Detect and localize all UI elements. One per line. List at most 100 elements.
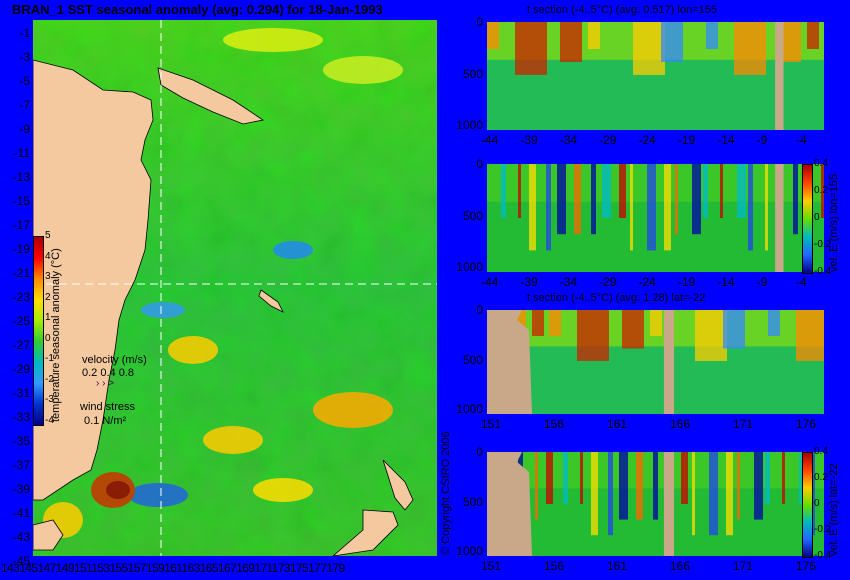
section-y-tick: 1000 (456, 543, 483, 558)
map-y-tick: -41 (12, 506, 30, 520)
velocity-colorbar-label: vel. E (m/s) lon=155 (828, 173, 840, 272)
wind-legend-value: 0.1 N/m² (84, 415, 127, 427)
section-x-tick: -34 (559, 133, 578, 147)
velocity-colorbar (802, 452, 813, 558)
map-colorbar-tick: -2 (45, 373, 54, 385)
velocity-colorbar-tick: 0.4 (814, 446, 828, 457)
section-x-tick: -24 (638, 133, 656, 147)
velocity-colorbar-tick: 0 (814, 212, 820, 223)
png-land (157, 67, 265, 125)
map-y-tick: -31 (12, 386, 30, 400)
velocity-colorbar-tick: -0.2 (814, 524, 832, 535)
section-x-tick: -34 (559, 275, 578, 289)
map-y-tick: -19 (12, 242, 30, 256)
velocity-legend-values: 0.2 0.4 0.8 (82, 367, 134, 379)
section-x-tick: 166 (670, 559, 691, 573)
map-y-tick: -43 (12, 530, 30, 544)
map-y-tick: -33 (12, 410, 30, 424)
section-x-tick: -9 (756, 133, 768, 147)
map-x-axis: 1431451471491511531551571591611631651671… (1, 561, 345, 575)
section-plot (487, 310, 824, 414)
anomaly-patches (43, 28, 403, 538)
section-y-tick: 1000 (456, 401, 483, 416)
section-x-tick: -29 (599, 133, 617, 147)
map-title: BRAN_1 SST seasonal anomaly (avg: 0.294)… (12, 2, 383, 17)
section-x-tick: -24 (638, 275, 656, 289)
map-y-tick: -11 (13, 146, 30, 160)
section-y-tick: 0 (476, 157, 483, 171)
map-y-tick: -17 (12, 218, 30, 232)
section-x-tick: 176 (796, 559, 817, 573)
map-y-tick: -29 (12, 362, 30, 376)
section-plot-svg (487, 22, 824, 130)
map-y-tick: -27 (12, 338, 30, 352)
map-y-tick: -25 (12, 314, 30, 328)
section-x-tick: 156 (544, 417, 565, 431)
sst-map-svg (32, 20, 437, 557)
map-colorbar (33, 236, 44, 426)
sst-map (32, 20, 437, 557)
map-colorbar-tick: 2 (45, 291, 51, 303)
section-y-tick: 1000 (456, 259, 483, 274)
tasmania-land (32, 519, 64, 551)
section-x-tick: 166 (670, 417, 691, 431)
section-y-tick: 1000 (456, 117, 483, 132)
section-plot-svg (487, 452, 824, 556)
map-y-tick: -23 (12, 290, 30, 304)
section-plot (487, 22, 824, 130)
section-y-tick: 500 (462, 208, 483, 223)
map-y-tick: -13 (12, 170, 30, 184)
section-plot (487, 452, 824, 556)
map-y-tick: -15 (12, 194, 30, 208)
velocity-colorbar-tick: 0.4 (814, 158, 828, 169)
map-colorbar-tick: -4 (45, 414, 54, 426)
section-x-tick: 161 (607, 417, 628, 431)
map-y-tick: -3 (19, 50, 30, 64)
section-x-tick: 151 (481, 559, 502, 573)
australia-land (32, 59, 154, 501)
section-x-tick: -14 (717, 275, 735, 289)
velocity-legend-title: velocity (m/s) (82, 354, 147, 366)
section-title: t section (-4..5°C) (avg: 0.517) lon=155 (527, 4, 717, 16)
section-y-tick: 0 (476, 303, 483, 317)
map-y-tick: -37 (12, 458, 30, 472)
map-y-tick: -1 (19, 26, 30, 40)
section-y-tick: 0 (476, 445, 483, 459)
wind-legend-title: wind stress (80, 401, 136, 413)
section-x-tick: 156 (544, 559, 565, 573)
velocity-arrows-icon: › › > (96, 378, 115, 389)
section-title: t section (-4..5°C) (avg: 1.28) lat=-22 (527, 292, 706, 304)
velocity-colorbar-tick: 0.2 (814, 472, 828, 483)
section-x-tick: -4 (796, 275, 807, 289)
section-x-tick: -44 (481, 275, 499, 289)
map-y-tick: -21 (12, 266, 30, 280)
map-y-tick: -7 (19, 98, 30, 112)
map-colorbar-tick: 5 (45, 230, 51, 241)
section-y-tick: 500 (462, 66, 483, 81)
velocity-colorbar-tick: -0.2 (814, 239, 832, 250)
map-y-tick: -39 (12, 482, 30, 496)
section-x-tick: -14 (717, 133, 735, 147)
section-plot (487, 164, 824, 272)
velocity-colorbar-tick: -0.4 (814, 266, 832, 277)
section-y-tick: 500 (462, 494, 483, 509)
nz-land (331, 459, 414, 557)
section-x-tick: -9 (756, 275, 768, 289)
section-x-tick: 161 (607, 559, 628, 573)
map-colorbar-label: temperature seasonal anomaly (°C) (50, 248, 62, 422)
section-x-tick: 171 (733, 559, 754, 573)
section-x-tick: 176 (796, 417, 817, 431)
section-x-tick: -39 (520, 133, 538, 147)
map-colorbar-tick: 4 (45, 250, 51, 262)
map-colorbar-tick: 0 (45, 332, 51, 344)
section-y-tick: 500 (462, 352, 483, 367)
section-x-tick: 171 (733, 417, 754, 431)
map-colorbar-tick: -3 (45, 394, 54, 405)
map-y-tick: -45 (12, 554, 30, 568)
section-x-tick: 151 (481, 417, 502, 431)
section-x-tick: -39 (520, 275, 538, 289)
section-x-tick: -29 (599, 275, 617, 289)
section-plot-svg (487, 164, 824, 272)
section-x-tick: -44 (481, 133, 499, 147)
map-y-tick: -5 (19, 74, 30, 88)
